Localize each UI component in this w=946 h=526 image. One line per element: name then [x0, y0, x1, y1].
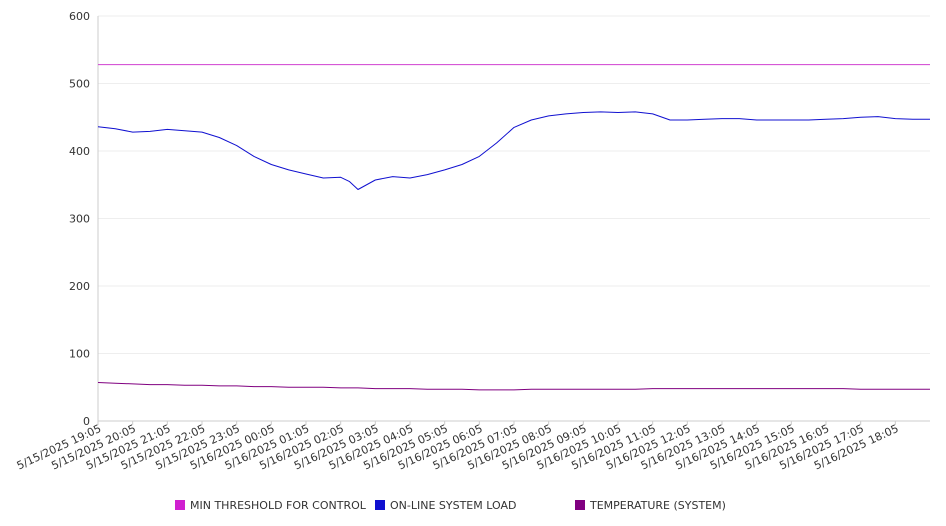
y-tick-label: 300: [69, 213, 90, 226]
series-lines: [97, 64, 930, 391]
y-tick-label: 500: [69, 78, 90, 91]
y-tick-labels: 0 100 200 300 400 500 600: [69, 10, 90, 428]
legend-swatch-temperature: [575, 500, 585, 510]
legend-item-temperature[interactable]: TEMPERATURE (SYSTEM): [575, 499, 726, 512]
y-tick-label: 0: [83, 415, 90, 428]
legend-swatch-threshold: [175, 500, 185, 510]
legend-swatch-load: [375, 500, 385, 510]
legend-item-threshold[interactable]: MIN THRESHOLD FOR CONTROL: [175, 499, 367, 512]
legend-label-temperature: TEMPERATURE (SYSTEM): [589, 499, 726, 512]
legend-label-threshold: MIN THRESHOLD FOR CONTROL: [190, 499, 367, 512]
series-line-1: [97, 111, 930, 190]
grid-lines: [98, 15, 930, 354]
legend-label-load: ON-LINE SYSTEM LOAD: [390, 499, 516, 512]
y-tick-label: 400: [69, 145, 90, 158]
series-line-2: [97, 382, 930, 391]
y-tick-label: 200: [69, 280, 90, 293]
legend-item-load[interactable]: ON-LINE SYSTEM LOAD: [375, 499, 516, 512]
y-tick-label: 600: [69, 10, 90, 23]
x-tick-labels: 5/15/2025 19:055/15/2025 20:055/15/2025 …: [15, 421, 901, 472]
y-tick-label: 100: [69, 348, 90, 361]
legend: MIN THRESHOLD FOR CONTROL ON-LINE SYSTEM…: [175, 499, 726, 512]
